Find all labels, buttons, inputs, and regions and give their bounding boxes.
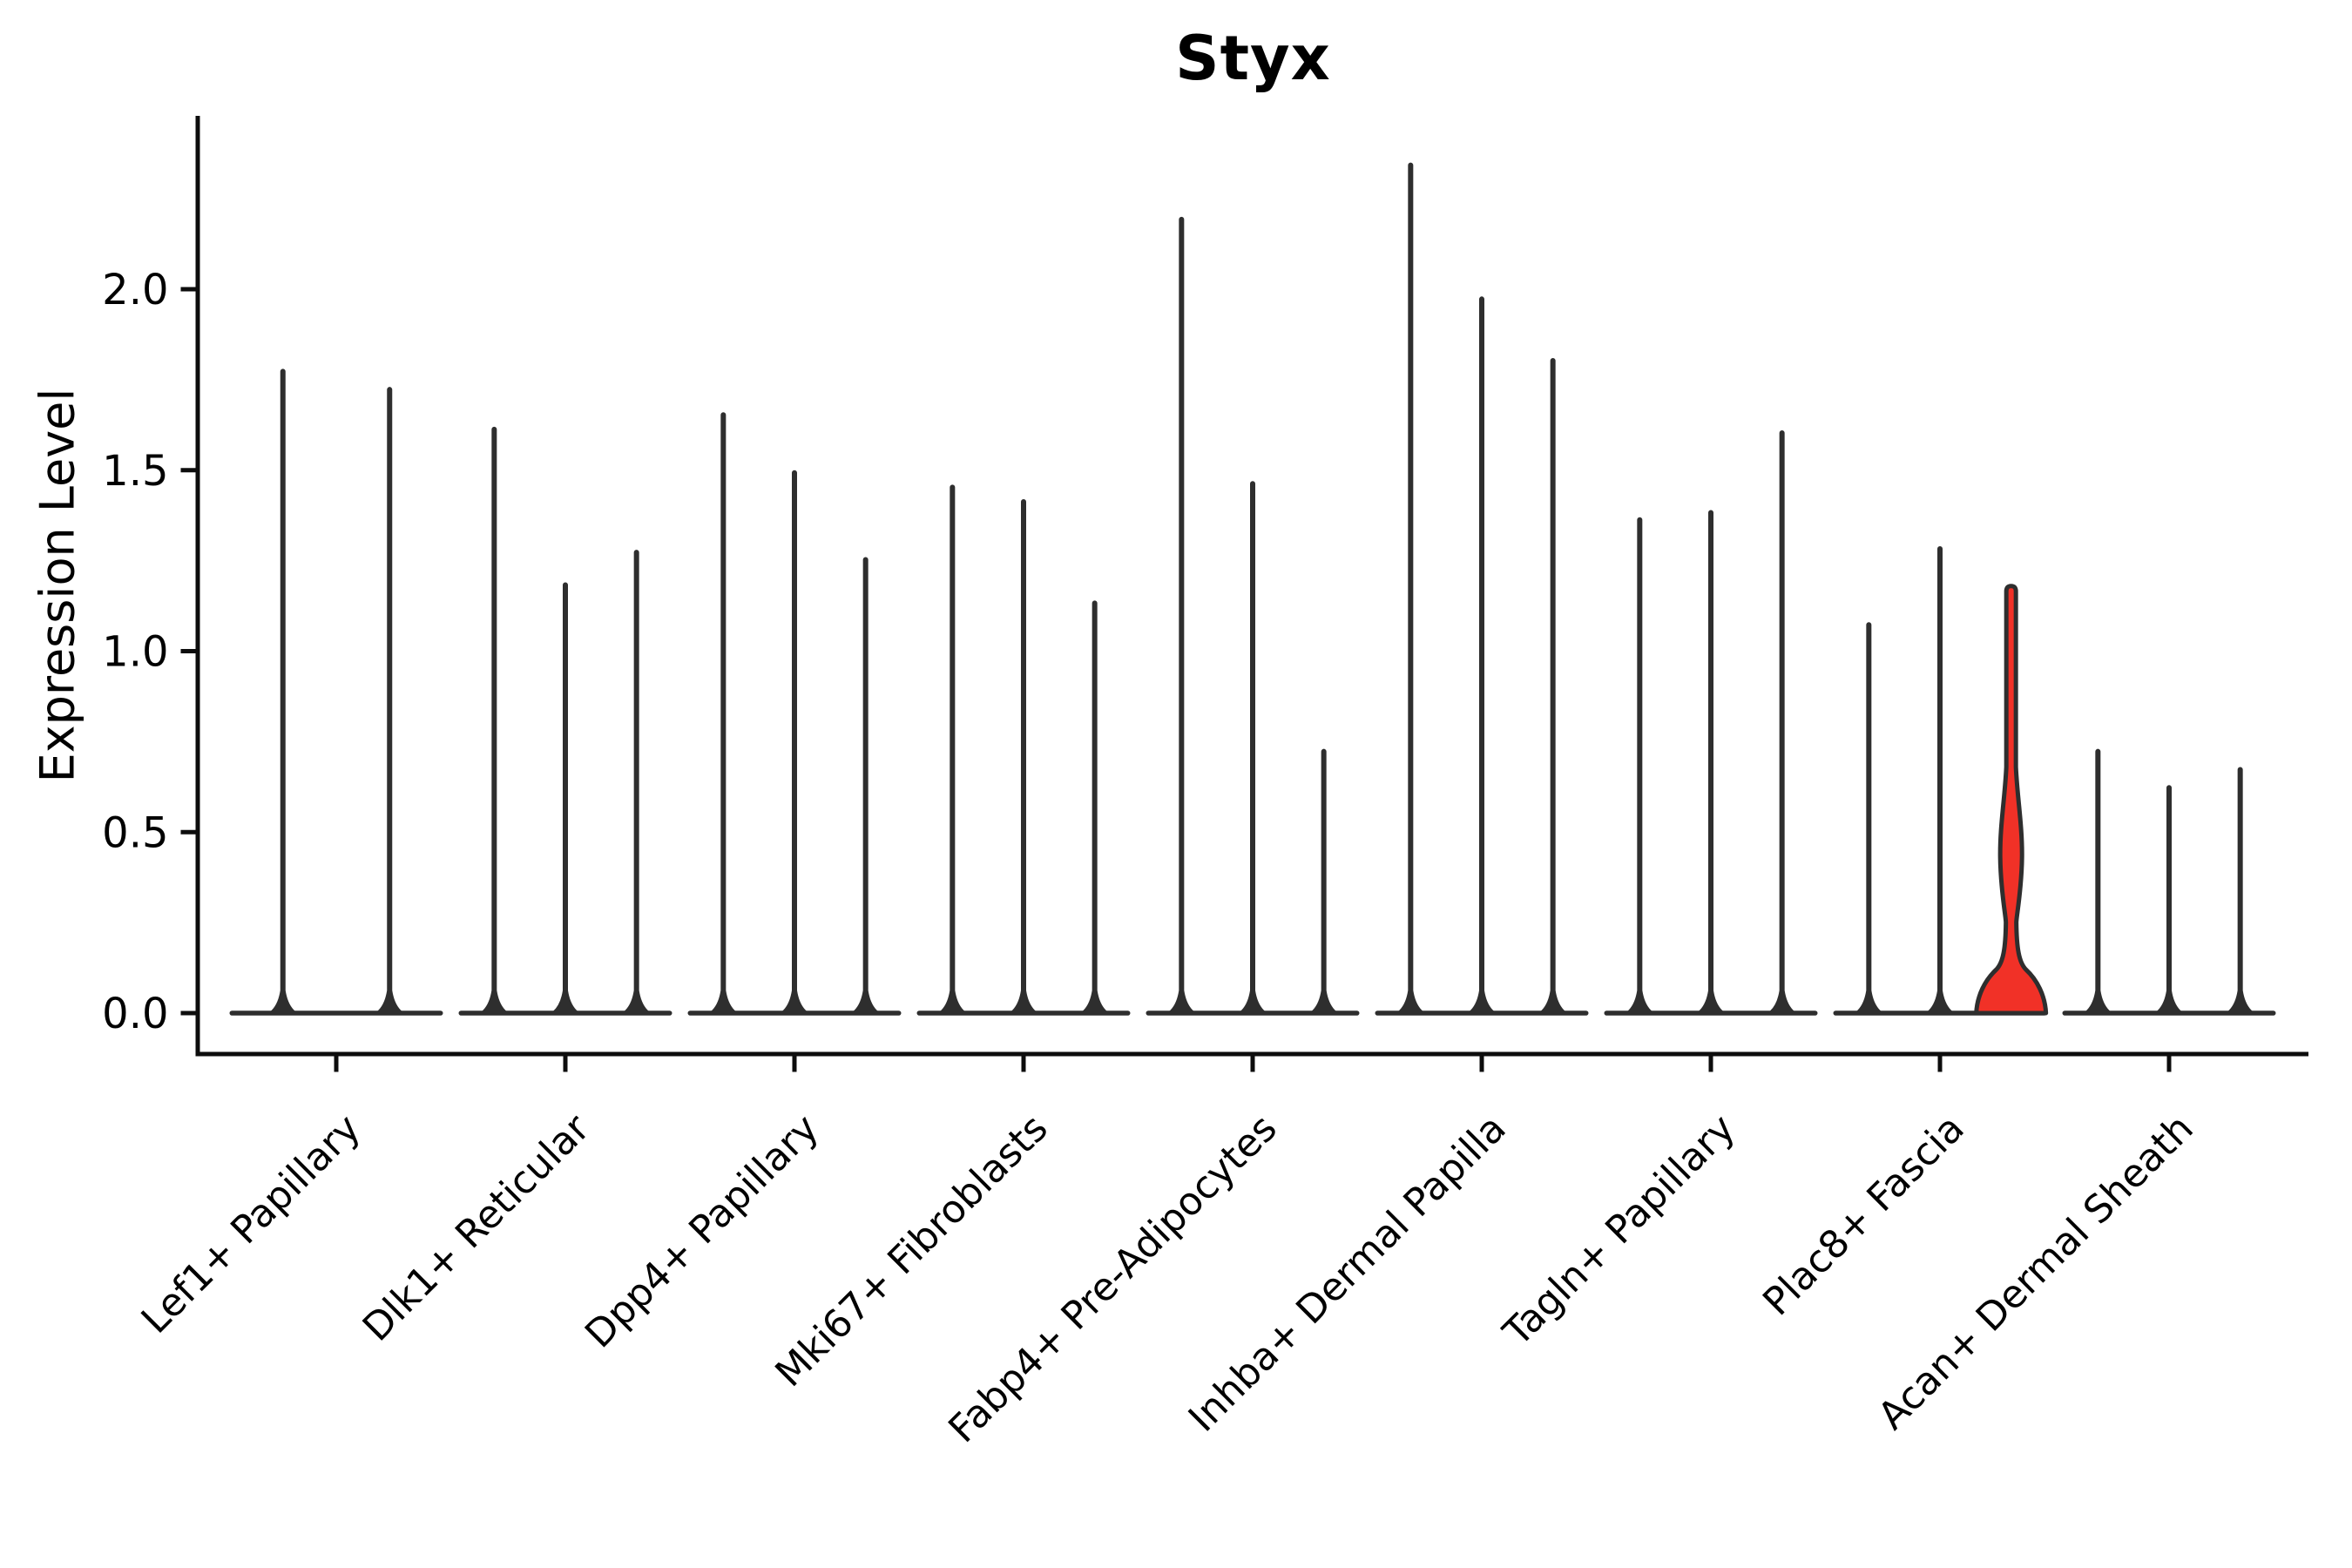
x-tick-label: Dpp4+ Papillary: [577, 1106, 828, 1357]
x-tick-mark: [334, 1056, 339, 1072]
x-tick-mark: [1250, 1056, 1255, 1072]
violin: [1696, 510, 1726, 1013]
y-tick-label: 1.0: [102, 628, 168, 677]
x-tick-mark: [563, 1056, 568, 1072]
y-tick-label: 1.5: [102, 447, 168, 496]
y-tick-mark: [180, 287, 196, 292]
y-tick-mark: [180, 1010, 196, 1016]
x-tick-mark: [1937, 1056, 1943, 1072]
violin: [780, 470, 809, 1013]
violin: [267, 368, 298, 1013]
violin: [621, 550, 652, 1013]
y-tick-mark: [180, 829, 196, 835]
violin: [2154, 785, 2184, 1013]
violin: [1166, 216, 1197, 1013]
x-tick-label: Lef1+ Papillary: [133, 1106, 369, 1342]
y-tick-mark: [180, 468, 196, 473]
violin-highlighted: [1974, 584, 2049, 1016]
x-tick-mark: [1021, 1056, 1026, 1072]
violin: [551, 582, 580, 1013]
violin-group-baseline: [229, 1010, 443, 1016]
y-tick-label: 0.0: [102, 990, 168, 1038]
violin: [2083, 748, 2113, 1013]
violin: [1396, 162, 1426, 1013]
y-tick-label: 2.0: [102, 266, 168, 314]
x-tick-mark: [1708, 1056, 1713, 1072]
x-tick-mark: [2166, 1056, 2172, 1072]
violin: [375, 387, 405, 1013]
violin: [1467, 296, 1497, 1013]
chart-title: Styx: [1175, 23, 1331, 94]
x-tick-label: Tagln+ Papillary: [1495, 1106, 1744, 1355]
x-tick-label: Plac8+ Fascia: [1754, 1106, 1973, 1325]
violin: [1625, 517, 1655, 1013]
violin: [1925, 546, 1955, 1013]
x-tick-mark: [1479, 1056, 1484, 1072]
violin: [2225, 767, 2255, 1013]
violin: [479, 426, 510, 1013]
violin: [708, 412, 739, 1013]
violin: [937, 484, 968, 1013]
violin: [1238, 481, 1267, 1013]
violin: [1009, 498, 1038, 1013]
violin: [1854, 622, 1884, 1013]
x-tick-mark: [792, 1056, 797, 1072]
violin: [1308, 748, 1339, 1013]
violin: [1538, 357, 1568, 1013]
y-tick-mark: [180, 649, 196, 653]
x-tick-label: Dlk1+ Reticular: [355, 1105, 599, 1350]
y-axis-spine: [195, 116, 200, 1057]
x-axis-spine: [195, 1051, 2308, 1057]
y-tick-label: 0.5: [102, 808, 168, 857]
violin: [1079, 600, 1110, 1013]
violin: [1767, 430, 1797, 1014]
violin: [850, 557, 881, 1013]
